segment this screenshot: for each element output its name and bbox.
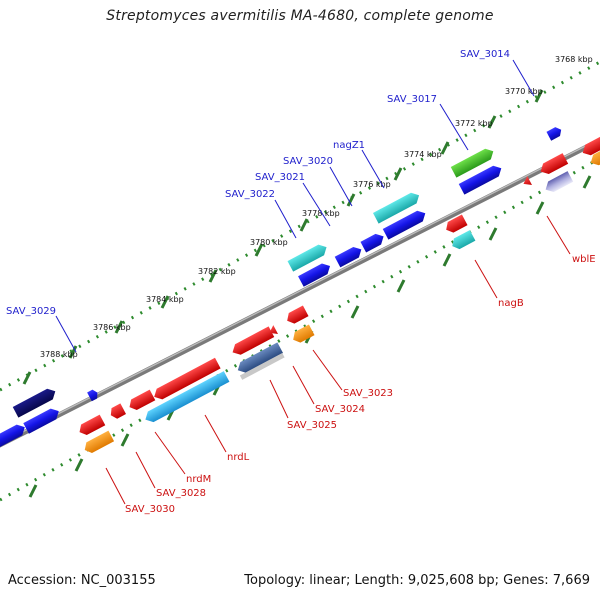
label-SAV_3024[interactable]: SAV_3024 — [315, 404, 365, 415]
label-SAV_3025[interactable]: SAV_3025 — [287, 420, 337, 431]
label-SAV_3023[interactable]: SAV_3023 — [343, 388, 393, 399]
reverse-leader-lines — [105, 215, 571, 505]
gene-block[interactable] — [580, 134, 600, 158]
forward-tick-track — [0, 60, 600, 392]
gene-block[interactable] — [449, 230, 476, 251]
label-SAV_3020[interactable]: SAV_3020 — [283, 156, 333, 167]
label-nagB[interactable]: nagB — [498, 298, 524, 309]
accession-text: Accession: NC_003155 — [8, 573, 156, 588]
gene-block[interactable] — [12, 386, 58, 418]
gene-block[interactable] — [588, 144, 600, 168]
map-title: Streptomyces avermitilis MA-4680, comple… — [106, 8, 494, 24]
gene-nrdL[interactable] — [151, 357, 221, 402]
gene-block[interactable] — [458, 163, 504, 195]
label-SAV_3021[interactable]: SAV_3021 — [255, 172, 305, 183]
gene-SAV_3025[interactable] — [230, 326, 275, 357]
gene-SAV_3017[interactable] — [450, 146, 496, 178]
gene-block[interactable] — [82, 430, 115, 456]
label-SAV_3014[interactable]: SAV_3014 — [460, 49, 510, 60]
gene-block[interactable] — [239, 352, 285, 380]
gene-SAV_3023[interactable] — [284, 305, 309, 326]
gene-wblE[interactable] — [543, 171, 574, 195]
gene-block[interactable] — [235, 342, 284, 375]
label-SAV_3029[interactable]: SAV_3029 — [6, 306, 56, 317]
gene-SAV_3024[interactable] — [290, 324, 315, 345]
label-nrdL[interactable]: nrdL — [227, 452, 250, 463]
ruler-label: 3770 kbp — [505, 87, 543, 96]
gene-nrdM[interactable] — [143, 371, 230, 425]
gene-block[interactable] — [538, 153, 569, 177]
gene-block[interactable] — [521, 176, 532, 188]
ruler-label: 3778 kbp — [302, 209, 340, 218]
label-SAV_3017[interactable]: SAV_3017 — [387, 94, 437, 105]
gene-nagZ1[interactable] — [372, 190, 422, 224]
ruler-label: 3780 kbp — [250, 238, 288, 247]
ruler-label: 3788 kbp — [40, 350, 78, 359]
gene-block[interactable] — [0, 422, 28, 450]
gene-block[interactable] — [23, 406, 61, 434]
ruler-label: 3786 kbp — [93, 323, 131, 332]
genome-backbone — [0, 137, 600, 448]
ruler-label: 3784 kbp — [146, 295, 184, 304]
genome-summary-text: Topology: linear; Length: 9,025,608 bp; … — [244, 573, 590, 588]
gene-SAV_3020[interactable] — [382, 208, 428, 240]
gene-block[interactable] — [287, 242, 330, 272]
ruler-label: 3776 kbp — [353, 180, 391, 189]
gene-nagB[interactable] — [443, 214, 468, 235]
ruler-label: 3768 kbp — [555, 55, 593, 64]
forward-leader-lines — [55, 59, 535, 353]
gene-SAV_3030[interactable] — [77, 414, 106, 438]
label-SAV_3028[interactable]: SAV_3028 — [156, 488, 206, 499]
ruler-label: 3782 kbp — [198, 267, 236, 276]
label-SAV_3022[interactable]: SAV_3022 — [225, 189, 275, 200]
gene-SAV_3029[interactable] — [87, 388, 100, 402]
gene-SAV_3021[interactable] — [360, 231, 386, 253]
gene-block[interactable] — [298, 261, 333, 287]
gene-SAV_3014[interactable] — [546, 125, 563, 141]
gene-SAV_3022[interactable] — [334, 244, 364, 268]
gene-block[interactable] — [108, 403, 126, 420]
label-wblE[interactable]: wblE — [572, 254, 596, 265]
label-SAV_3030[interactable]: SAV_3030 — [125, 504, 175, 515]
gene-SAV_3028[interactable] — [127, 389, 156, 413]
gene-block[interactable] — [267, 325, 278, 337]
label-nagZ1[interactable]: nagZ1 — [333, 140, 365, 151]
forward-genes — [0, 125, 563, 450]
reverse-genes — [77, 134, 600, 456]
label-nrdM[interactable]: nrdM — [186, 474, 211, 485]
ruler-label: 3774 kbp — [404, 150, 442, 159]
ruler-label: 3772 kbp — [455, 119, 493, 128]
